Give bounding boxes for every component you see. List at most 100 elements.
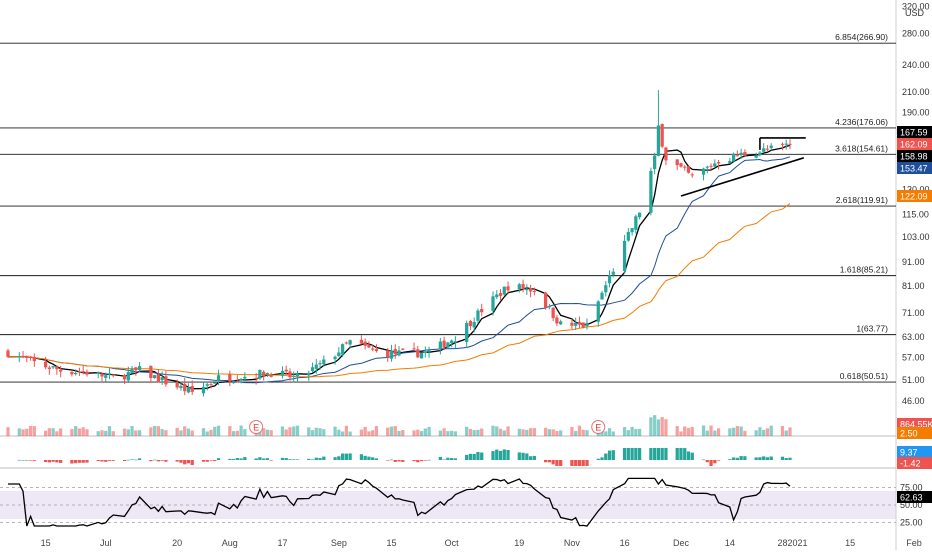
macd-histogram-bar xyxy=(25,460,29,461)
volume-bar xyxy=(292,426,296,436)
candle-body xyxy=(134,367,138,371)
candle-body xyxy=(701,168,706,175)
macd-histogram-bar xyxy=(280,457,285,460)
volume-bar xyxy=(690,426,694,436)
volume-bar xyxy=(59,428,63,436)
candle-body xyxy=(626,231,630,241)
candle-body xyxy=(637,212,642,218)
time-axis-tick-label: 20 xyxy=(172,538,182,548)
price-badge: 158.98 xyxy=(897,150,932,162)
candle-body xyxy=(239,379,243,381)
macd-histogram-bar xyxy=(427,459,431,461)
candle-body xyxy=(660,124,664,147)
volume-bar xyxy=(310,430,315,436)
volume-bar xyxy=(239,425,243,436)
volume-ma-badge: 2.50 xyxy=(897,427,932,439)
volume-bar xyxy=(374,426,379,436)
candle-body xyxy=(607,275,612,284)
rsi-badge-text: 62.63 xyxy=(900,493,923,503)
candle-body xyxy=(389,350,394,359)
price-badge: 167.59 xyxy=(897,126,932,138)
candle-body xyxy=(307,372,311,376)
volume-bar xyxy=(758,427,762,436)
macd-histogram-bar xyxy=(472,453,476,460)
macd-histogram-bar xyxy=(239,458,243,460)
candle-body xyxy=(201,386,206,394)
candle-body xyxy=(104,375,108,378)
volume-bar xyxy=(664,419,668,436)
macd-histogram-bar xyxy=(754,457,758,460)
candle-body xyxy=(77,371,82,373)
time-axis-tick-label: Feb xyxy=(906,538,922,548)
candle-body xyxy=(480,308,484,313)
candle-body xyxy=(397,350,401,356)
volume-bar xyxy=(43,430,48,436)
volume-bar xyxy=(626,430,630,436)
volume-bar xyxy=(156,426,161,436)
candle-body xyxy=(611,271,615,275)
macd-histogram-bar xyxy=(107,460,112,461)
volume-bar xyxy=(555,431,559,436)
candle-body xyxy=(85,371,89,375)
trendline-support[interactable] xyxy=(680,157,804,197)
rsi-line xyxy=(8,477,791,527)
macd-histogram-bar xyxy=(679,448,683,460)
volume-bar xyxy=(209,429,213,436)
price-axis-tick-label: 91.00 xyxy=(902,257,925,267)
fib-label: 1(63.77) xyxy=(856,324,888,334)
volume-bar xyxy=(179,430,183,436)
macd-histogram-bar xyxy=(690,452,694,460)
macd-histogram-bar xyxy=(228,458,232,460)
volume-bar xyxy=(653,415,657,436)
price-badge-text: 122.09 xyxy=(900,192,928,202)
time-axis-tick-label: Sep xyxy=(331,538,347,548)
macd-histogram-bar xyxy=(307,458,311,460)
candle-body xyxy=(412,348,416,350)
time-axis-tick-label: 16 xyxy=(620,538,630,548)
volume-bar xyxy=(525,429,529,436)
candle-body xyxy=(47,367,51,370)
candle-body xyxy=(472,321,476,328)
candle-body xyxy=(17,356,21,358)
price-badge-bg xyxy=(897,190,932,202)
volume-bar xyxy=(51,428,55,436)
volume-bar xyxy=(547,429,552,436)
macd-histogram-bar xyxy=(243,457,247,460)
candle-body xyxy=(51,366,55,368)
candle-body xyxy=(254,377,258,379)
macd-histogram-bar xyxy=(70,460,74,464)
macd-histogram-bar xyxy=(468,453,473,460)
candle-body xyxy=(502,286,506,295)
volume-bar xyxy=(754,430,758,436)
macd-histogram-bar xyxy=(344,453,348,460)
earnings-marker[interactable] xyxy=(249,420,264,434)
macd-histogram-bar xyxy=(622,448,627,460)
macd-histogram-bar xyxy=(423,460,427,461)
candle-body xyxy=(551,307,555,319)
candle-body xyxy=(675,159,679,166)
candle-body xyxy=(70,371,74,375)
price-axis-tick-label: 210.00 xyxy=(902,87,930,97)
macd-histogram-bar xyxy=(559,460,563,466)
macd-histogram-bar xyxy=(235,458,239,460)
macd-histogram-bar xyxy=(506,450,510,460)
macd-histogram-bar xyxy=(570,460,574,466)
candle-body xyxy=(683,166,687,168)
macd-histogram-bar xyxy=(314,457,318,460)
candle-body xyxy=(630,228,634,233)
volume-bar xyxy=(739,426,743,436)
volume-bar xyxy=(611,431,615,436)
earnings-marker[interactable] xyxy=(591,420,606,434)
volume-bar xyxy=(288,427,292,436)
volume-bar xyxy=(675,426,679,436)
candle-body xyxy=(585,322,589,327)
volume-bar xyxy=(397,430,401,436)
volume-bar xyxy=(769,425,773,436)
macd-histogram-bar xyxy=(660,448,664,460)
price-badge-text: 158.98 xyxy=(900,152,928,162)
price-badge: 162.09 xyxy=(897,138,932,150)
volume-bar xyxy=(528,428,533,436)
macd-histogram-bar xyxy=(190,460,194,466)
